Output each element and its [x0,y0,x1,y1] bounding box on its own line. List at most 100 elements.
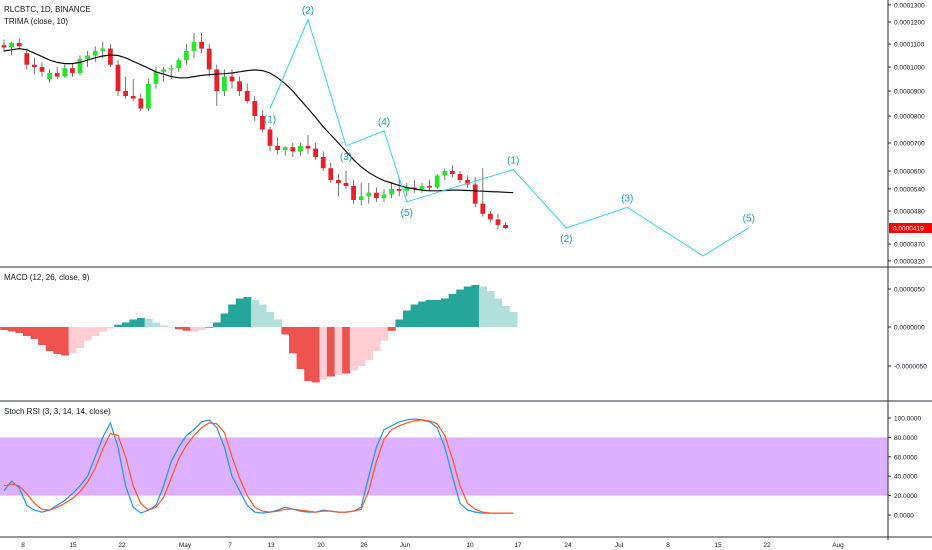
candle-body [328,168,334,180]
wave-label: (2) [560,234,572,245]
macd-bar [197,327,206,330]
candle-body [222,76,227,91]
macd-bar [182,327,191,331]
candle-body [396,189,402,191]
price-tick-label: 0.0000800 [894,114,925,121]
macd-bar [213,322,221,327]
time-tick-label: 24 [564,542,572,549]
wave-label: (5) [401,208,413,219]
macd-bar [76,327,85,348]
stoch-pane [0,418,888,514]
time-tick-label: 22 [763,542,771,549]
macd-bar [251,300,259,327]
stoch-tick-label: 0.0000 [894,513,914,520]
candle-body [313,148,318,157]
candle-body [320,157,326,169]
macd-bar [91,327,100,336]
macd-bar [243,297,252,327]
macd-bar [441,298,449,327]
candle-body [290,147,296,152]
macd-bar [304,327,313,381]
macd-bar [334,327,343,375]
macd-bar [486,291,495,327]
stoch-tick-label: 60.0000 [894,454,918,461]
macd-bar [45,327,54,351]
macd-bar [342,327,351,374]
candle-body [495,219,501,225]
candle-body [275,145,280,150]
time-tick-label: Jun [400,542,411,549]
candle-body [389,189,394,195]
candle-body [282,147,288,150]
symbol-title: RLCBTC, 1D, BINANCE [4,5,91,14]
wave-label: (5) [743,214,755,225]
candle-body [260,116,265,130]
price-pane: (1) (2) (3) (4) (5) (1) (2) (3) (5) [1,5,755,257]
candle-body [434,175,440,188]
candle-body [381,194,387,199]
macd-bar [433,300,442,327]
macd-bar [463,286,472,327]
candle-body [123,91,128,96]
candle-body [427,186,432,188]
price-tick-label: 0.0001000 [894,65,925,72]
candle-body [374,192,379,199]
candle-body [168,68,174,70]
price-tick-label: 0.0000900 [894,89,925,96]
time-tick-label: Aug [832,542,844,549]
candle-body [488,213,493,220]
stoch-tick-label: 40.0000 [894,474,918,481]
candle-body [32,64,37,67]
price-tick-label: 0.0001300 [894,3,925,10]
macd-tick-label: 0.0000050 [894,287,925,294]
macd-bar [152,322,161,327]
candle-body [457,174,463,180]
macd-bar [494,298,503,327]
candle-body [108,48,113,65]
candle-body [336,180,341,183]
candle-body [191,41,197,51]
time-tick-label: Jul [615,542,624,549]
macd-bar [289,327,297,354]
candle-body [419,186,425,189]
macd-bar [205,327,214,328]
time-tick-label: 20 [317,542,325,549]
macd-bar [372,327,381,351]
candle-body [115,64,121,91]
macd-bar [471,285,480,327]
candle-body [252,101,258,116]
wave-label: (4) [378,117,390,128]
macd-bar [395,319,404,327]
macd-bar [167,327,176,328]
macd-bar [357,327,366,366]
macd-bar [144,318,153,327]
time-tick-label: 17 [514,542,522,549]
trima-line [3,47,514,194]
macd-bar [311,327,320,383]
candle-body [24,53,30,65]
candle-body [298,145,303,152]
macd-bar [228,304,237,327]
candle-body [472,184,478,204]
price-tick-label: 0.0001200 [894,20,925,27]
candle-body [100,48,106,51]
macd-pane [0,285,518,383]
time-tick-label: 15 [69,542,77,549]
stoch-d-line [3,419,514,514]
candle-body [130,96,136,99]
candle-body [85,55,90,59]
macd-bar [30,327,39,339]
candle-body [267,129,273,146]
candle-body [153,71,159,84]
price-tick-label: 0.0000700 [894,141,925,148]
wave-label: (1) [507,156,519,167]
macd-bar [258,304,267,327]
candle-body [412,187,417,189]
macd-bar [365,327,373,360]
macd-bar [121,322,130,327]
wave-label: (3) [621,193,633,204]
time-tick-label: 22 [118,542,126,549]
candle-body [62,68,68,77]
candle-body [305,145,311,149]
